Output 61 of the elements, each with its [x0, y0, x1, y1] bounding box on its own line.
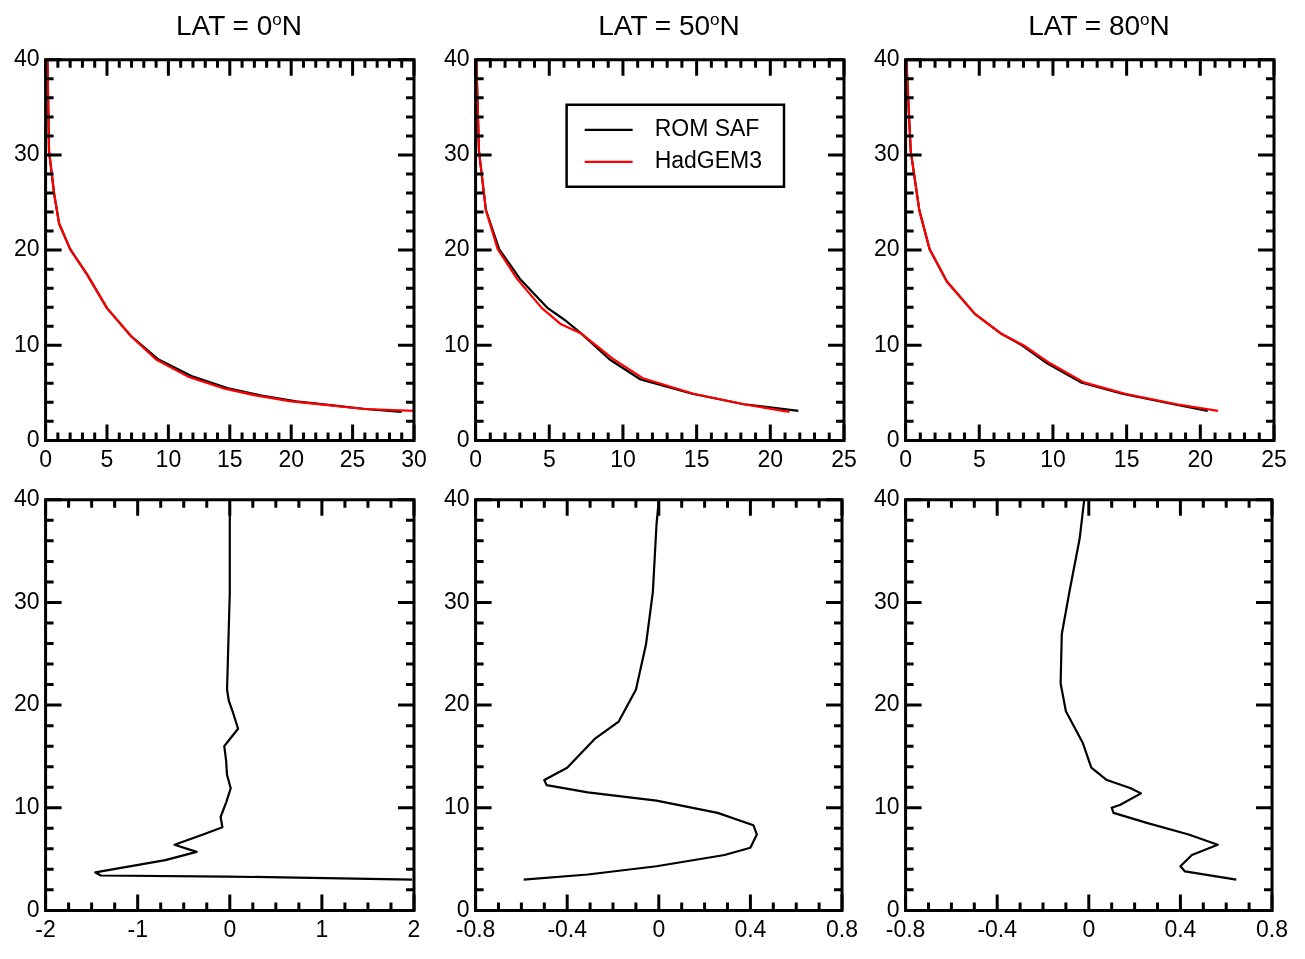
x-tick-label: 20 [278, 445, 304, 472]
y-tick-label: 10 [443, 793, 470, 820]
y-tick-label: 30 [443, 140, 470, 167]
y-tick-label: 20 [13, 235, 40, 262]
x-tick-label: 20 [1187, 445, 1214, 472]
x-tick-label: 10 [1040, 445, 1066, 472]
y-tick-label: 30 [873, 587, 900, 614]
x-tick-label: 10 [155, 445, 182, 472]
x-tick-label: 5 [542, 445, 556, 472]
x-tick-label: 25 [1261, 445, 1287, 472]
y-tick-label: 20 [443, 690, 470, 717]
x-tick-label: 0.4 [1164, 915, 1197, 942]
x-tick-label: 25 [339, 445, 366, 472]
x-tick-label: -0.4 [547, 915, 588, 942]
y-tick-label: 40 [13, 485, 40, 512]
x-tick-label: 0.8 [826, 915, 859, 942]
x-tick-label: 15 [216, 445, 243, 472]
x-tick-label: 15 [1113, 445, 1140, 472]
y-tick-label: 20 [13, 690, 40, 717]
y-tick-label: 10 [443, 330, 470, 357]
x-tick-label: 1 [315, 915, 329, 942]
y-tick-label: 0 [26, 895, 40, 922]
y-tick-label: 10 [873, 330, 900, 357]
x-tick-label: 0.4 [734, 915, 767, 942]
y-tick-label: 0 [456, 425, 470, 452]
x-tick-label: 0 [652, 915, 666, 942]
x-tick-label: 5 [972, 445, 986, 472]
y-tick-label: 30 [443, 587, 470, 614]
x-tick-label: 15 [683, 445, 710, 472]
x-tick-label: -0.4 [977, 915, 1018, 942]
y-tick-label: 40 [873, 45, 900, 72]
x-tick-label: 2 [407, 915, 421, 942]
chart-title: LAT = 0$^{o}$N [175, 9, 303, 42]
x-tick-label: 0 [223, 915, 237, 942]
y-tick-label: 10 [873, 793, 900, 820]
x-tick-label: 10 [610, 445, 636, 472]
y-tick-label: 40 [443, 485, 470, 512]
y-tick-label: 40 [13, 45, 40, 72]
y-tick-label: 20 [873, 235, 900, 262]
y-tick-label: 0 [886, 425, 900, 452]
x-tick-label: 5 [100, 445, 114, 472]
y-tick-label: 30 [873, 140, 900, 167]
x-tick-label: 0.8 [1256, 915, 1289, 942]
x-tick-label: 20 [757, 445, 784, 472]
y-tick-label: 10 [13, 793, 40, 820]
y-tick-label: 30 [13, 140, 40, 167]
y-tick-label: 0 [26, 425, 40, 452]
y-tick-label: 40 [443, 45, 470, 72]
y-tick-label: 40 [873, 485, 900, 512]
y-tick-label: 30 [13, 587, 40, 614]
legend-label: HadGEM3 [654, 147, 762, 174]
x-tick-label: 25 [831, 445, 857, 472]
y-tick-label: 20 [443, 235, 470, 262]
x-tick-label: 0 [1082, 915, 1096, 942]
legend-label: ROM SAF [654, 115, 760, 142]
y-tick-label: 20 [873, 690, 900, 717]
y-tick-label: 10 [13, 330, 40, 357]
chart-title: LAT = 80$^{o}$N [1027, 9, 1171, 42]
x-tick-label: 30 [401, 445, 427, 472]
chart-title: LAT = 50$^{o}$N [597, 9, 741, 42]
x-tick-label: -1 [127, 915, 148, 942]
